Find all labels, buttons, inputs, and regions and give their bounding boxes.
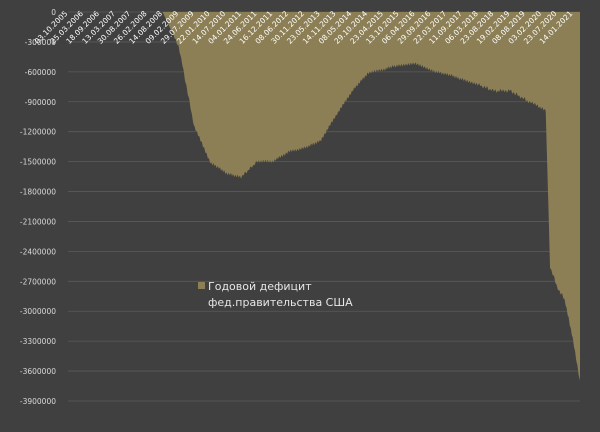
- y-tick-label: -3300000: [20, 337, 56, 346]
- legend-label-line-1: Годовой дефицит: [208, 280, 312, 293]
- y-tick-label: -3600000: [20, 367, 56, 376]
- deficit-area: [68, 12, 580, 382]
- y-tick-label: -3000000: [20, 307, 56, 316]
- legend-swatch: [198, 282, 205, 289]
- y-tick-label: -1800000: [20, 188, 56, 197]
- y-tick-label: -900000: [25, 98, 57, 107]
- y-tick-label: -600000: [25, 68, 57, 77]
- x-axis-tick-labels: 03.10.200525.03.200618.09.200613.03.2007…: [33, 9, 575, 46]
- y-tick-label: -1500000: [20, 158, 56, 167]
- legend: Годовой дефицит фед.правительства США: [198, 280, 353, 309]
- y-axis-tick-labels: 0 -300000 -600000 -900000 -1200000 -1500000 -1…: [20, 8, 56, 406]
- y-tick-label: -3900000: [20, 397, 56, 406]
- legend-label-line-2: фед.правительства США: [208, 296, 353, 309]
- y-tick-label: -300000: [25, 38, 57, 47]
- y-tick-label: -1200000: [20, 128, 56, 137]
- y-tick-label: -2100000: [20, 217, 56, 226]
- y-tick-label: -2700000: [20, 277, 56, 286]
- y-tick-label: -2400000: [20, 247, 56, 256]
- y-tick-label: 0: [51, 8, 56, 17]
